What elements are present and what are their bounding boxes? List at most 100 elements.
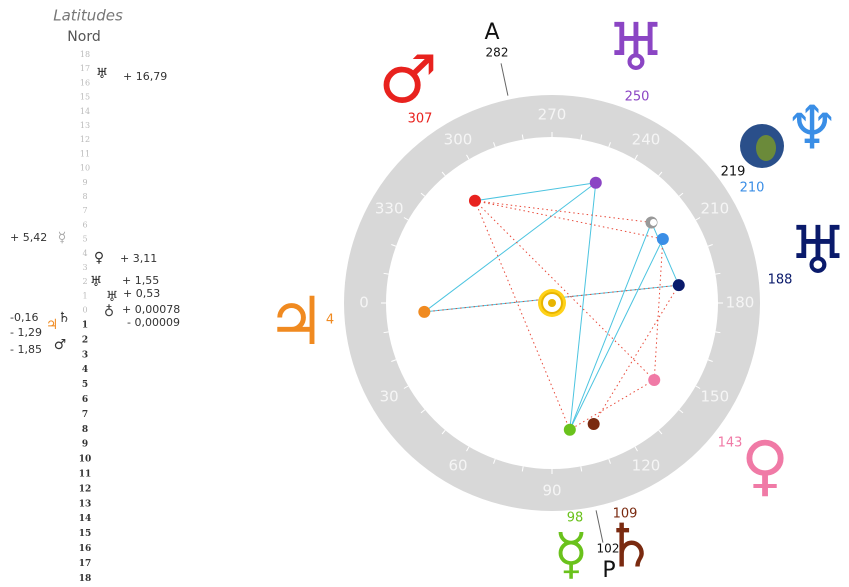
north-scale-label: 3	[82, 263, 87, 272]
aspect-line	[569, 238, 664, 430]
south-scale-label: 6	[82, 395, 88, 405]
moon-crescent	[649, 218, 657, 226]
north-scale-label: 12	[80, 135, 90, 144]
ring-tick	[493, 142, 496, 148]
aspect-line	[424, 182, 597, 313]
north-scale-label: 11	[80, 149, 90, 158]
planet-symbol: ♆	[785, 94, 839, 164]
planet-dot	[468, 194, 481, 207]
aspect-line	[651, 222, 680, 286]
north-scale-label: 1	[82, 291, 87, 300]
ring-tick	[383, 272, 389, 275]
ring-tick	[403, 385, 409, 389]
planet-longitude: 250	[625, 90, 650, 105]
ring-tick	[580, 134, 583, 140]
south-scale-label: 12	[79, 484, 92, 494]
south-scale-label: 10	[79, 455, 92, 465]
planet-dot	[418, 305, 431, 318]
ring-tick	[707, 359, 713, 362]
planet-longitude: 98	[567, 511, 584, 526]
south-scale-label: 4	[82, 365, 88, 375]
south-scale-label: 1	[82, 321, 88, 331]
north-scale-label: 15	[80, 93, 90, 102]
ring-tick	[391, 244, 397, 247]
south-scale-label: 9	[82, 440, 88, 450]
aspect-line	[653, 238, 664, 381]
latitude-value: - 0,00009	[127, 316, 180, 329]
south-scale-label: 3	[82, 350, 88, 360]
north-scale-label: 2	[82, 277, 87, 286]
ring-tick	[403, 217, 409, 221]
latitude-value: + 0,00078	[122, 303, 180, 316]
south-scale-label: 15	[79, 529, 92, 539]
degree-label: 210	[700, 200, 729, 218]
south-scale-label: 7	[82, 410, 88, 420]
south-scale-label: 5	[82, 380, 88, 390]
north-scale-label: 6	[82, 220, 87, 229]
sun-center	[548, 299, 556, 307]
aspect-line	[474, 200, 571, 430]
planet-longitude: 188	[768, 273, 793, 288]
latitudes-title: Latitudes	[53, 7, 123, 25]
planet-longitude: 219	[721, 165, 746, 180]
point-longitude: 282	[486, 46, 509, 60]
north-scale-label: 13	[80, 121, 90, 130]
degree-label: 90	[542, 482, 561, 500]
ring-tick	[608, 458, 611, 464]
point-pointer	[500, 63, 509, 96]
north-scale-label: 16	[80, 78, 90, 87]
degree-label: 0	[359, 294, 369, 312]
ring-tick	[493, 458, 496, 464]
planet-longitude: 109	[613, 507, 638, 522]
latitude-symbol: ♃	[46, 317, 59, 333]
planet-dot	[656, 233, 669, 245]
latitude-symbol: ♂	[54, 337, 67, 353]
ring-tick	[695, 385, 701, 389]
south-scale-label: 16	[79, 544, 92, 554]
point-letter: A	[484, 20, 499, 45]
ring-tick	[608, 142, 611, 148]
planet-dot	[672, 279, 685, 292]
point-letter: P	[602, 558, 615, 583]
ring-tick	[695, 217, 701, 221]
planet-longitude: 4	[326, 313, 334, 328]
ring-tick	[580, 466, 583, 472]
latitude-symbol: ♀	[94, 250, 104, 266]
ring-tick	[634, 154, 638, 160]
south-scale-label: 11	[79, 470, 92, 480]
planet-symbol: ♃	[266, 283, 325, 360]
latitude-value: + 0,53	[123, 287, 160, 300]
degree-label: 240	[632, 131, 661, 149]
latitude-value: - 1,29	[10, 326, 42, 339]
ring-tick	[715, 331, 721, 334]
ring-tick	[441, 171, 446, 177]
degree-label: 330	[375, 200, 404, 218]
planet-longitude: 143	[718, 436, 743, 451]
north-scale-label: 9	[82, 178, 87, 187]
latitude-value: + 16,79	[123, 70, 167, 83]
ring-tick	[420, 192, 426, 197]
latitude-symbol: ♅	[96, 66, 109, 82]
ring-tick	[658, 171, 663, 177]
south-scale-label: 8	[82, 425, 88, 435]
ring-tick	[678, 409, 684, 414]
latitudes-subtitle: Nord	[67, 29, 100, 45]
latitude-symbol: ♄	[58, 310, 71, 326]
planet-dot	[587, 418, 600, 431]
latitude-symbol: ☿	[58, 230, 67, 246]
planet-symbol: ☿	[554, 522, 588, 587]
planet-symbol: ♅	[788, 212, 847, 289]
north-scale-label: 5	[82, 235, 87, 244]
ring-tick	[678, 192, 684, 197]
planet-symbol: ♂	[378, 41, 437, 118]
ring-tick	[658, 429, 663, 435]
ring-tick	[634, 446, 638, 452]
aspect-line	[569, 379, 655, 431]
north-scale-label: 7	[82, 206, 87, 215]
latitude-symbol: ♁	[104, 304, 114, 320]
point-pointer	[595, 510, 604, 543]
planet-longitude: 210	[740, 181, 765, 196]
degree-label: 180	[726, 294, 755, 312]
ring-tick	[391, 359, 397, 362]
